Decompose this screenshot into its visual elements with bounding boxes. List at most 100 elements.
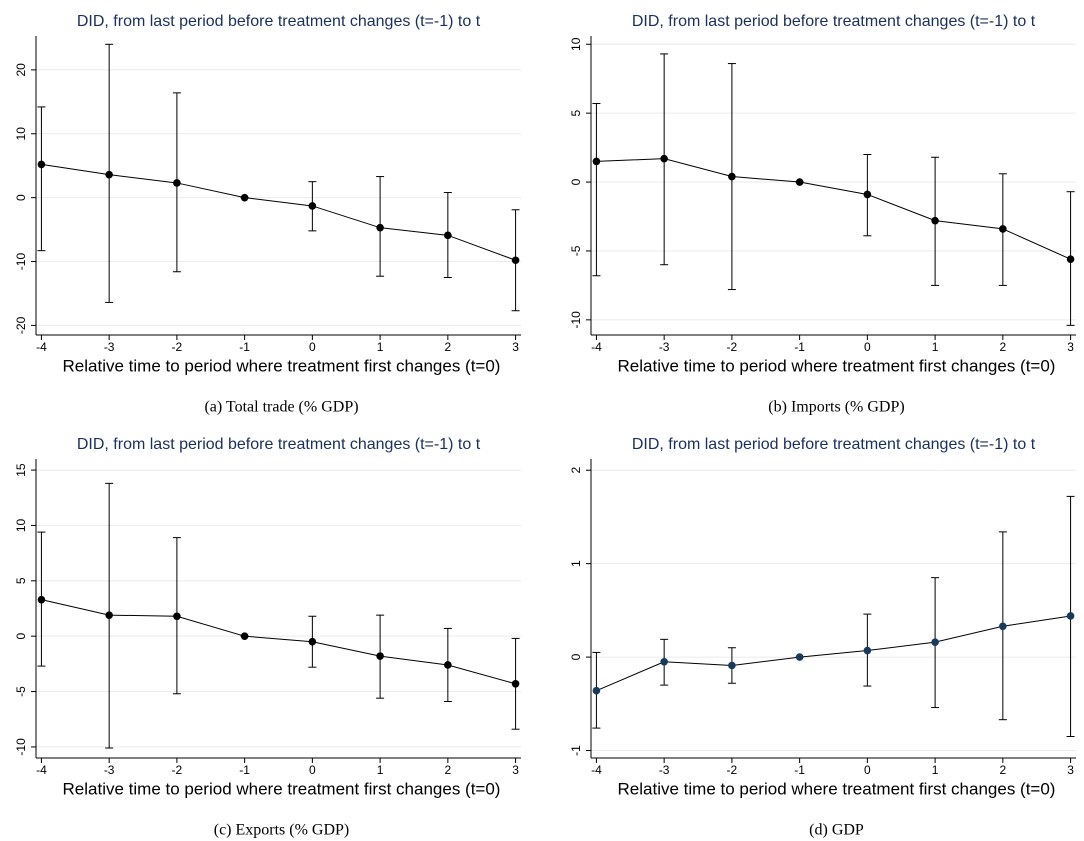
x-tick-label: -1 — [794, 340, 805, 354]
point — [592, 686, 601, 695]
x-tick-label: -2 — [172, 340, 183, 354]
x-tick-label: -3 — [659, 763, 670, 777]
x-tick-label: 3 — [1067, 340, 1074, 354]
point — [1066, 255, 1075, 264]
y-tick-label: -10 — [14, 738, 28, 756]
point — [795, 178, 804, 186]
caption: (a) Total trade (% GDP) — [204, 399, 358, 416]
x-tick-label: 1 — [932, 340, 939, 354]
x-tick-label: 3 — [512, 340, 519, 354]
panel: DID, from last period before treatment c… — [14, 436, 521, 839]
y-tick-label: 10 — [569, 37, 583, 51]
panel: DID, from last period before treatment c… — [14, 13, 521, 416]
caption: (b) Imports (% GDP) — [768, 399, 904, 416]
x-tick-label: 1 — [377, 763, 384, 777]
point — [376, 652, 384, 660]
point — [240, 193, 249, 202]
x-tick-label: -3 — [659, 340, 670, 354]
x-tick-label: -4 — [591, 340, 602, 354]
point — [37, 160, 46, 169]
y-tick-label: 0 — [569, 653, 583, 660]
y-tick-label: 0 — [14, 194, 28, 201]
point — [173, 612, 181, 621]
chart-title: DID, from last period before treatment c… — [632, 13, 1036, 30]
point — [660, 154, 668, 163]
point — [105, 611, 113, 619]
x-tick-label: -1 — [239, 340, 250, 354]
x-tick-label: 0 — [864, 340, 871, 354]
point — [931, 216, 939, 225]
point — [308, 637, 317, 646]
caption: (c) Exports (% GDP) — [214, 822, 350, 839]
point — [999, 622, 1007, 631]
x-axis-label: Relative time to period where treatment … — [63, 779, 501, 798]
point — [1066, 612, 1075, 620]
point — [728, 172, 736, 181]
x-tick-label: 1 — [377, 340, 384, 354]
point — [444, 231, 452, 240]
point — [863, 190, 872, 199]
y-tick-label: 15 — [14, 463, 28, 477]
x-tick-label: -2 — [172, 763, 183, 777]
x-tick-label: 2 — [999, 763, 1006, 777]
point — [376, 223, 384, 232]
line — [596, 615, 1071, 692]
point — [105, 170, 113, 179]
chart-title: DID, from last period before treatment c… — [77, 13, 481, 30]
panel: DID, from last period before treatment c… — [569, 13, 1076, 416]
y-tick-label: -10 — [14, 253, 28, 271]
point — [173, 179, 181, 187]
point — [308, 202, 317, 210]
y-tick-label: 5 — [569, 110, 583, 117]
x-tick-label: -4 — [591, 763, 602, 777]
x-axis-label: Relative time to period where treatment … — [618, 356, 1056, 375]
line — [41, 163, 516, 261]
point — [863, 646, 872, 655]
x-tick-label: 2 — [444, 340, 451, 354]
x-tick-label: 0 — [864, 763, 871, 777]
point — [592, 157, 601, 166]
point — [795, 653, 804, 661]
x-axis-label: Relative time to period where treatment … — [618, 779, 1056, 798]
x-tick-label: -3 — [104, 340, 115, 354]
point — [511, 680, 520, 688]
x-axis-label: Relative time to period where treatment … — [63, 356, 501, 375]
y-tick-label: 20 — [14, 63, 28, 77]
y-tick-label: 0 — [14, 633, 28, 640]
y-tick-label: -20 — [14, 316, 28, 334]
y-tick-label: 1 — [569, 560, 583, 567]
y-tick-label: 0 — [569, 178, 583, 185]
line — [596, 158, 1071, 260]
y-tick-label: 5 — [14, 577, 28, 584]
chart-title: DID, from last period before treatment c… — [77, 436, 481, 453]
x-tick-label: -4 — [36, 763, 47, 777]
x-tick-label: 1 — [932, 763, 939, 777]
y-tick-label: 2 — [569, 467, 583, 474]
x-tick-label: -3 — [104, 763, 115, 777]
point — [511, 256, 520, 265]
y-tick-label: -10 — [569, 311, 583, 329]
point — [999, 225, 1007, 233]
y-tick-label: -5 — [14, 686, 28, 697]
point — [931, 638, 939, 646]
line — [41, 599, 516, 685]
x-tick-label: 2 — [999, 340, 1006, 354]
point — [728, 661, 736, 670]
x-tick-label: -1 — [239, 763, 250, 777]
y-tick-label: 10 — [14, 518, 28, 532]
point — [444, 661, 452, 669]
x-tick-label: 3 — [512, 763, 519, 777]
x-tick-label: -4 — [36, 340, 47, 354]
chart-title: DID, from last period before treatment c… — [632, 436, 1036, 453]
x-tick-label: -1 — [794, 763, 805, 777]
y-tick-label: 10 — [14, 127, 28, 141]
point — [240, 632, 249, 640]
point — [660, 657, 668, 666]
x-tick-label: 2 — [444, 763, 451, 777]
panel: DID, from last period before treatment c… — [569, 436, 1076, 839]
x-tick-label: 0 — [309, 340, 316, 354]
point — [37, 595, 46, 604]
y-tick-label: -5 — [569, 245, 583, 256]
x-tick-label: 0 — [309, 763, 316, 777]
